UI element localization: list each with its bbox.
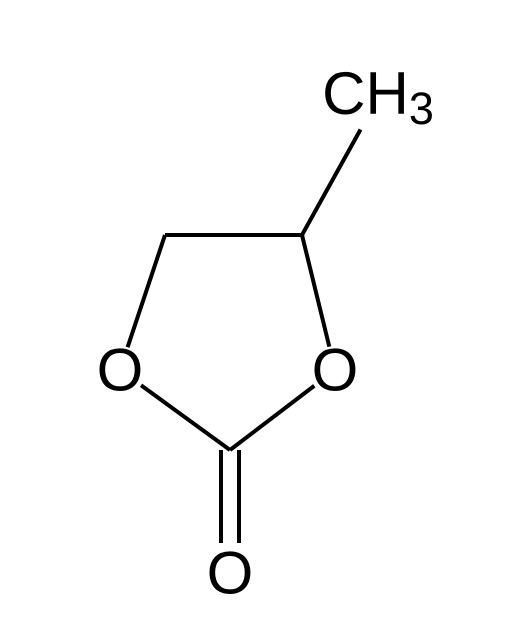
molecule-diagram: O O O CH3 [0, 0, 521, 640]
bond-single [302, 129, 361, 235]
bond-single [141, 385, 230, 450]
bond-single [302, 235, 329, 347]
bond-single [128, 235, 165, 347]
bond-single [230, 386, 314, 450]
atom-label-CH3: CH3 [322, 60, 434, 134]
atom-label-O2: O [312, 337, 359, 404]
atom-label-O1: O [97, 337, 144, 404]
atom-label-O3: O [207, 540, 254, 607]
